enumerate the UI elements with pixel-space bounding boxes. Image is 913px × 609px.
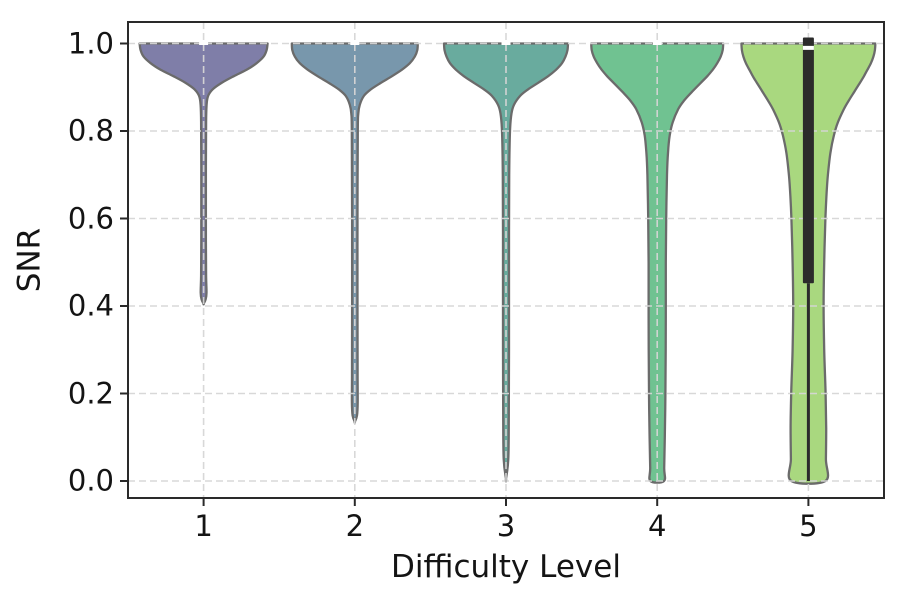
median-marker-level-3 — [501, 42, 511, 45]
y-axis-title: SNR — [11, 227, 48, 293]
median-marker-level-5 — [802, 45, 814, 50]
x-tick-label: 3 — [496, 509, 516, 543]
inner-stats-group — [199, 37, 814, 481]
violin-level-4 — [590, 42, 725, 484]
y-tick-label: 1.0 — [67, 26, 114, 60]
x-tick-label: 5 — [799, 509, 818, 543]
violin-level-3 — [442, 42, 570, 483]
y-tick-label: 0.8 — [67, 113, 114, 148]
median-marker-level-4 — [652, 42, 662, 45]
y-tick-label: 0.2 — [67, 376, 114, 410]
x-axis-title: Difficulty Level — [391, 549, 621, 585]
tick-marks — [120, 42, 810, 506]
violins-group — [138, 42, 877, 485]
x-tick-label: 2 — [345, 509, 365, 543]
median-marker-level-1 — [199, 42, 209, 45]
x-tick-label: 1 — [194, 509, 213, 543]
median-marker-level-2 — [350, 42, 360, 45]
violin-level-1 — [138, 42, 269, 306]
iqr-box-level-5 — [802, 37, 814, 284]
x-tick-label: 4 — [647, 509, 667, 543]
y-tick-label: 0.0 — [67, 463, 114, 498]
y-tick-label: 0.4 — [67, 288, 114, 323]
y-tick-label: 0.6 — [67, 201, 114, 235]
